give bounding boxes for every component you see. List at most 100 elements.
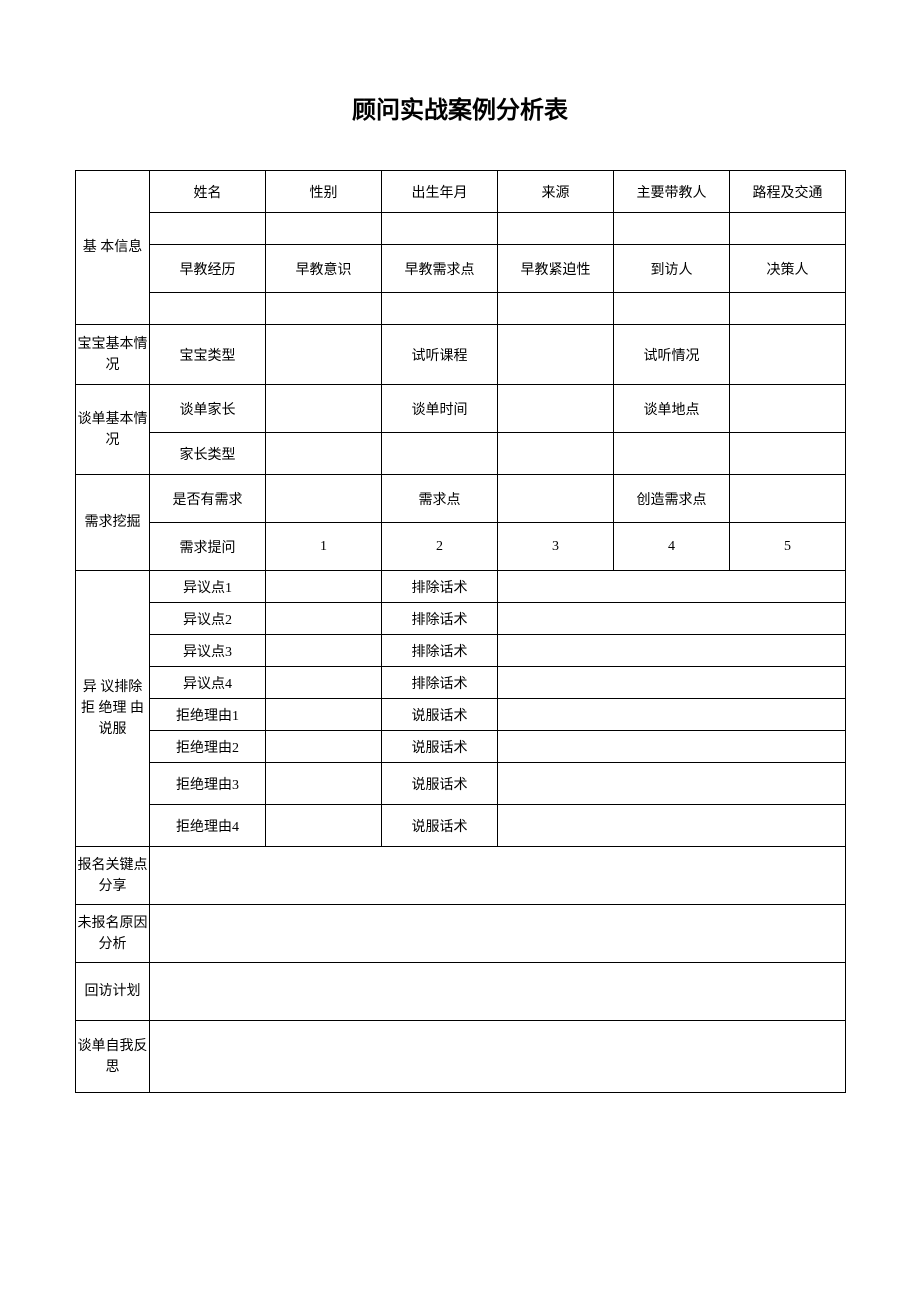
header-obj-2: 异议点2 — [150, 603, 266, 635]
header-has-demand: 是否有需求 — [150, 475, 266, 523]
header-teacher: 主要带教人 — [614, 171, 730, 213]
cell-birth — [382, 213, 498, 245]
cell-revisit — [150, 963, 846, 1021]
page-title: 顾问实战案例分析表 — [75, 90, 845, 125]
cell-reject-3 — [266, 763, 382, 805]
cell-persuade-2 — [498, 731, 846, 763]
cell-dq-4: 4 — [614, 523, 730, 571]
cell-dq-5: 5 — [730, 523, 846, 571]
cell-awareness — [266, 293, 382, 325]
cell-obj-4 — [266, 667, 382, 699]
cell-deal-location — [730, 385, 846, 433]
header-awareness: 早教意识 — [266, 245, 382, 293]
header-gender: 性别 — [266, 171, 382, 213]
header-urgency: 早教紧迫性 — [498, 245, 614, 293]
cell-experience — [150, 293, 266, 325]
cell-has-demand — [266, 475, 382, 523]
cell-gender — [266, 213, 382, 245]
cell-elim-1 — [498, 571, 846, 603]
header-decision: 决策人 — [730, 245, 846, 293]
section-objection: 异 议排除 拒 绝理 由说服 — [76, 571, 150, 847]
cell-teacher — [614, 213, 730, 245]
cell-no-signup — [150, 905, 846, 963]
section-no-signup: 未报名原因分析 — [76, 905, 150, 963]
header-visitor: 到访人 — [614, 245, 730, 293]
header-deal-parent: 谈单家长 — [150, 385, 266, 433]
cell-persuade-4 — [498, 805, 846, 847]
cell-elim-3 — [498, 635, 846, 667]
cell-create-demand — [730, 475, 846, 523]
section-baby-info: 宝宝基本情况 — [76, 325, 150, 385]
header-create-demand: 创造需求点 — [614, 475, 730, 523]
cell-elim-4 — [498, 667, 846, 699]
cell-parent-type-1 — [266, 433, 382, 475]
header-trial-course: 试听课程 — [382, 325, 498, 385]
header-obj-1: 异议点1 — [150, 571, 266, 603]
header-obj-4: 异议点4 — [150, 667, 266, 699]
cell-source — [498, 213, 614, 245]
cell-decision — [730, 293, 846, 325]
cell-trial-status — [730, 325, 846, 385]
cell-dq-1: 1 — [266, 523, 382, 571]
cell-demand-point — [382, 293, 498, 325]
cell-reject-2 — [266, 731, 382, 763]
cell-demand-pt — [498, 475, 614, 523]
cell-deal-parent — [266, 385, 382, 433]
section-revisit: 回访计划 — [76, 963, 150, 1021]
cell-obj-3 — [266, 635, 382, 667]
header-reject-1: 拒绝理由1 — [150, 699, 266, 731]
cell-name — [150, 213, 266, 245]
header-name: 姓名 — [150, 171, 266, 213]
header-persuade-2: 说服话术 — [382, 731, 498, 763]
section-demand: 需求挖掘 — [76, 475, 150, 571]
cell-persuade-3 — [498, 763, 846, 805]
header-reject-2: 拒绝理由2 — [150, 731, 266, 763]
header-persuade-1: 说服话术 — [382, 699, 498, 731]
section-deal-info: 谈单基本情况 — [76, 385, 150, 475]
header-deal-time: 谈单时间 — [382, 385, 498, 433]
cell-reject-1 — [266, 699, 382, 731]
cell-reject-4 — [266, 805, 382, 847]
header-persuade-3: 说服话术 — [382, 763, 498, 805]
header-baby-type: 宝宝类型 — [150, 325, 266, 385]
header-reject-3: 拒绝理由3 — [150, 763, 266, 805]
header-deal-location: 谈单地点 — [614, 385, 730, 433]
cell-elim-2 — [498, 603, 846, 635]
cell-deal-time — [498, 385, 614, 433]
cell-parent-type-4 — [614, 433, 730, 475]
header-demand-question: 需求提问 — [150, 523, 266, 571]
cell-visitor — [614, 293, 730, 325]
cell-persuade-1 — [498, 699, 846, 731]
cell-parent-type-3 — [498, 433, 614, 475]
section-signup-key: 报名关键点分享 — [76, 847, 150, 905]
header-reject-4: 拒绝理由4 — [150, 805, 266, 847]
cell-obj-1 — [266, 571, 382, 603]
cell-parent-type-2 — [382, 433, 498, 475]
header-trial-status: 试听情况 — [614, 325, 730, 385]
section-basic-info: 基 本信息 — [76, 171, 150, 325]
header-elim-4: 排除话术 — [382, 667, 498, 699]
cell-signup-key — [150, 847, 846, 905]
header-persuade-4: 说服话术 — [382, 805, 498, 847]
header-obj-3: 异议点3 — [150, 635, 266, 667]
cell-obj-2 — [266, 603, 382, 635]
header-demand-point: 早教需求点 — [382, 245, 498, 293]
header-experience: 早教经历 — [150, 245, 266, 293]
header-source: 来源 — [498, 171, 614, 213]
cell-route — [730, 213, 846, 245]
section-reflection: 谈单自我反思 — [76, 1021, 150, 1093]
header-elim-3: 排除话术 — [382, 635, 498, 667]
cell-reflection — [150, 1021, 846, 1093]
cell-trial-course — [498, 325, 614, 385]
header-demand-pt: 需求点 — [382, 475, 498, 523]
header-parent-type: 家长类型 — [150, 433, 266, 475]
cell-dq-2: 2 — [382, 523, 498, 571]
header-elim-1: 排除话术 — [382, 571, 498, 603]
cell-parent-type-5 — [730, 433, 846, 475]
header-elim-2: 排除话术 — [382, 603, 498, 635]
cell-baby-type — [266, 325, 382, 385]
cell-urgency — [498, 293, 614, 325]
cell-dq-3: 3 — [498, 523, 614, 571]
header-route: 路程及交通 — [730, 171, 846, 213]
analysis-table: 基 本信息 姓名 性别 出生年月 来源 主要带教人 路程及交通 早教经历 早教意… — [75, 170, 846, 1093]
